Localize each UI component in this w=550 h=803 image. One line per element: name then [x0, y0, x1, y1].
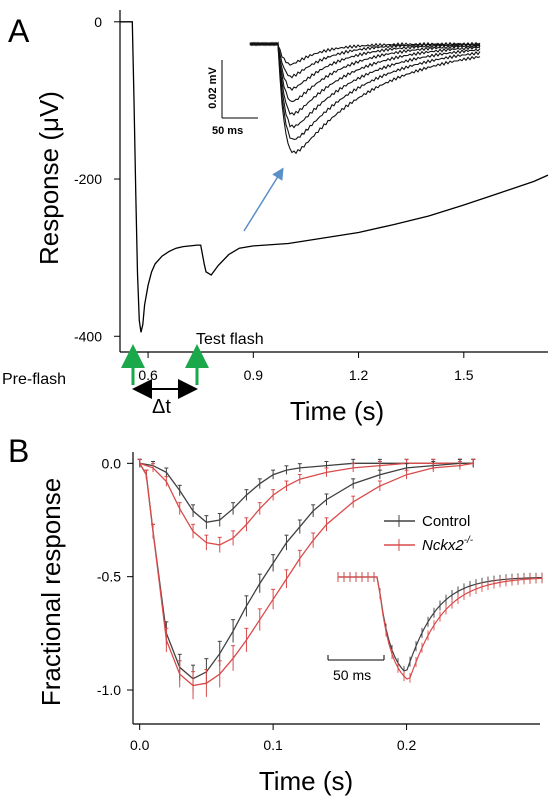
inset-voltage-label: 0.02 mV: [207, 67, 219, 109]
inset-a-trace: [249, 41, 481, 92]
panel-b-ticks: 0.0 -0.5 -1.0 0.0 0.1 0.2: [97, 455, 417, 753]
panel-b-letter: B: [8, 433, 29, 469]
panel-a-ytick-label: 0: [94, 14, 102, 30]
panel-b-inset-traces: [337, 572, 543, 683]
inset-a-trace: [249, 41, 481, 116]
inset-a-trace: [249, 41, 481, 103]
legend: Control Nckx2-/-: [384, 513, 474, 554]
panel-a-xtick-label: 0.6: [138, 367, 158, 383]
panel-a-response-trace: [120, 21, 549, 333]
inset-b-time-label: 50 ms: [333, 667, 371, 683]
panel-b-xtick-label: 0.0: [130, 737, 150, 753]
pre-flash-label: Pre-flash: [2, 371, 66, 388]
inset-b-trace: [338, 576, 543, 680]
panel-b-series: [137, 458, 476, 700]
panel-b-series-line: [139, 462, 474, 680]
legend-nckx2-base: Nckx2: [422, 537, 464, 554]
panel-a-ytick-label: -200: [74, 171, 102, 187]
inset-a-trace: [249, 41, 481, 140]
inset-a-trace: [249, 41, 481, 79]
panel-a-xtick-label: 1.5: [454, 367, 474, 383]
panel-b-series-line: [139, 462, 474, 546]
panel-a-xtick-label: 0.9: [244, 367, 264, 383]
panel-b-series-line: [139, 462, 474, 687]
panel-a-series: [120, 21, 549, 333]
panel-b-xtick-label: 0.1: [263, 737, 283, 753]
inset-a-trace: [249, 41, 481, 129]
panel-b-axes: [132, 452, 540, 725]
panel-a-xtick-label: 1.2: [349, 367, 369, 383]
panel-b-xtick-label: 0.2: [397, 737, 417, 753]
panel-b: B 0.0 -0.5 -1.0 0.0 0.1 0.2 Fractional respon…: [8, 433, 543, 796]
inset-time-label: 50 ms: [212, 125, 243, 137]
panel-b-inset: 50 ms: [327, 572, 543, 683]
legend-nckx2-superscript: -/-: [464, 535, 474, 546]
inset-a-trace: [249, 41, 481, 155]
panel-b-xlabel: Time (s): [259, 766, 353, 796]
delta-t-label: Δt: [152, 396, 171, 418]
test-flash-label: Test flash: [196, 331, 264, 348]
inset-b-trace: [338, 576, 542, 672]
panel-a-xlabel: Time (s): [290, 396, 384, 426]
panel-a-ytick-label: -400: [74, 328, 102, 344]
legend-label-control: Control: [422, 513, 470, 530]
panel-a: A 0 -200 -400 0.6 0.9 1.2 1.5 Response (μV) Ti…: [2, 10, 549, 426]
panel-a-inset-traces: [249, 41, 481, 155]
panel-a-ylabel: Response (μV): [34, 91, 64, 265]
panel-a-letter: A: [8, 13, 30, 49]
panel-b-ylabel: Fractional response: [36, 478, 66, 706]
panel-b-ytick-label: -0.5: [97, 569, 121, 585]
callout-arrow: [243, 167, 284, 232]
panel-b-ytick-label: -1.0: [97, 682, 121, 698]
panel-b-ytick-label: 0.0: [102, 455, 122, 471]
legend-label-nckx2: Nckx2-/-: [422, 535, 474, 554]
panel-a-inset: 0.02 mV 50 ms: [207, 41, 481, 155]
